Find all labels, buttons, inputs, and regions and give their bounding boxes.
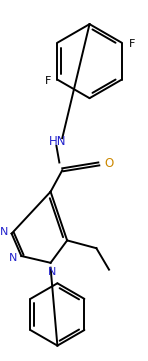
Text: O: O bbox=[104, 157, 114, 170]
Text: N: N bbox=[9, 253, 18, 263]
Text: F: F bbox=[129, 39, 136, 49]
Text: F: F bbox=[45, 76, 51, 86]
Text: N: N bbox=[48, 266, 57, 277]
Text: HN: HN bbox=[49, 135, 66, 148]
Text: N: N bbox=[0, 227, 8, 237]
